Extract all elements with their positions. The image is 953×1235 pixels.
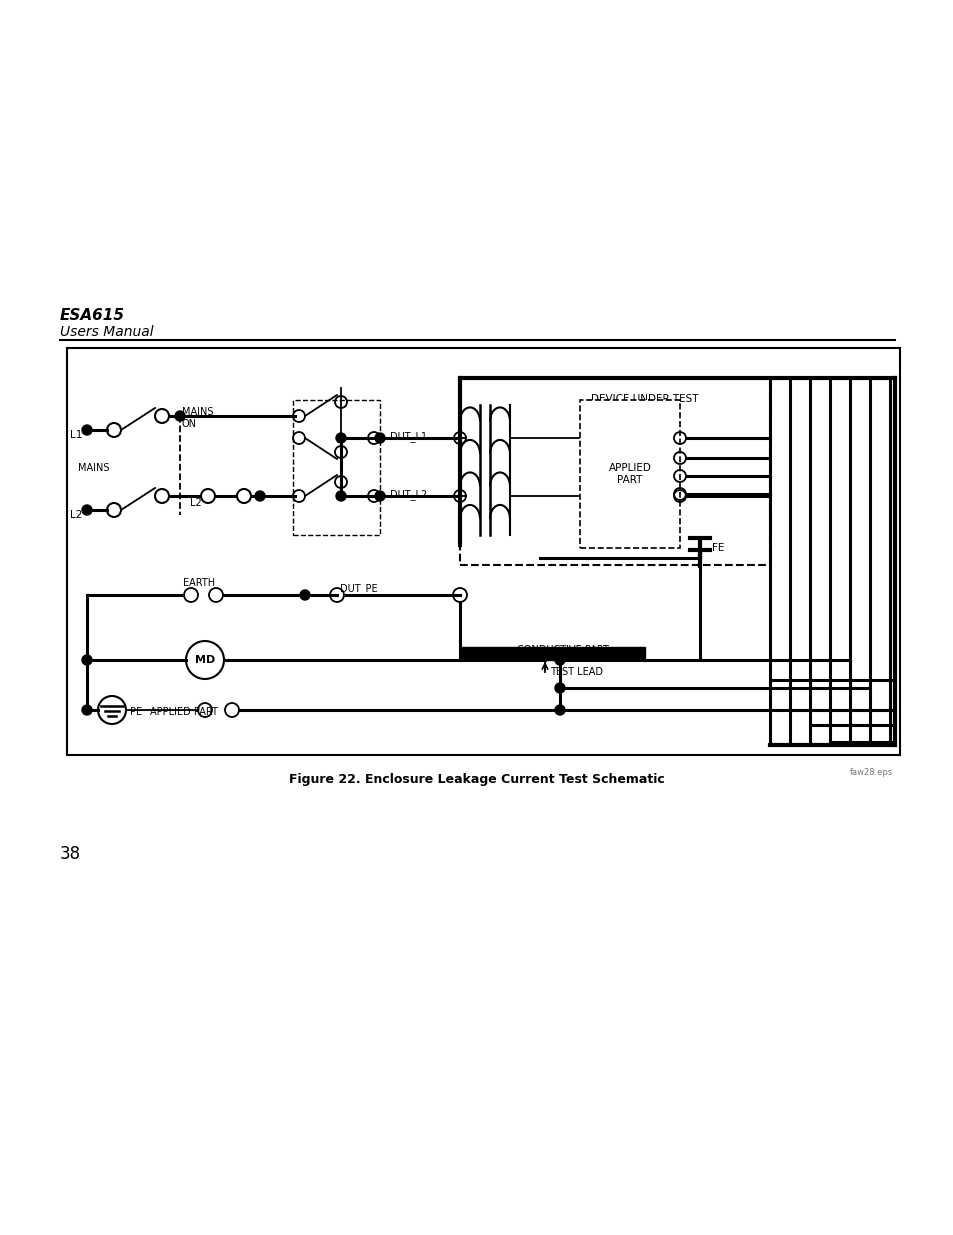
Text: TEST LEAD: TEST LEAD xyxy=(550,667,602,677)
Text: Figure 22. Enclosure Leakage Current Test Schematic: Figure 22. Enclosure Leakage Current Tes… xyxy=(289,773,664,785)
Bar xyxy=(459,647,644,659)
Circle shape xyxy=(82,505,91,515)
Text: ON: ON xyxy=(182,419,196,429)
Circle shape xyxy=(555,683,564,693)
Circle shape xyxy=(555,655,564,664)
Bar xyxy=(579,400,679,548)
Text: APPLIED PART: APPLIED PART xyxy=(150,706,217,718)
Bar xyxy=(67,348,899,755)
Bar xyxy=(293,400,379,535)
Circle shape xyxy=(82,425,91,435)
Text: DUT_L2: DUT_L2 xyxy=(390,489,427,500)
Text: Users Manual: Users Manual xyxy=(60,325,153,338)
Text: PE: PE xyxy=(130,706,142,718)
Text: MAINS: MAINS xyxy=(78,463,110,473)
Circle shape xyxy=(82,655,91,664)
Text: APPLIED
PART: APPLIED PART xyxy=(608,463,651,485)
Bar xyxy=(459,378,769,564)
Text: L2: L2 xyxy=(70,510,82,520)
Text: MD: MD xyxy=(194,655,214,664)
Text: DUT_L1: DUT_L1 xyxy=(390,431,427,442)
Text: L1: L1 xyxy=(70,430,82,440)
Circle shape xyxy=(254,492,265,501)
Circle shape xyxy=(174,411,185,421)
Text: ESA615: ESA615 xyxy=(60,308,125,324)
Text: CONDUCTIVE PART: CONDUCTIVE PART xyxy=(516,645,608,655)
Circle shape xyxy=(335,492,346,501)
Circle shape xyxy=(375,492,385,501)
Text: faw28.eps: faw28.eps xyxy=(849,768,892,777)
Text: DEVICE UNDER TEST: DEVICE UNDER TEST xyxy=(591,394,698,404)
Text: L2: L2 xyxy=(190,498,201,508)
Circle shape xyxy=(555,705,564,715)
Circle shape xyxy=(299,590,310,600)
Text: 38: 38 xyxy=(60,845,81,863)
Text: MAINS: MAINS xyxy=(182,408,213,417)
Text: FE: FE xyxy=(711,543,723,553)
Text: EARTH: EARTH xyxy=(183,578,214,588)
Circle shape xyxy=(335,433,346,443)
Circle shape xyxy=(375,433,385,443)
Circle shape xyxy=(82,705,91,715)
Text: DUT_PE: DUT_PE xyxy=(339,583,377,594)
